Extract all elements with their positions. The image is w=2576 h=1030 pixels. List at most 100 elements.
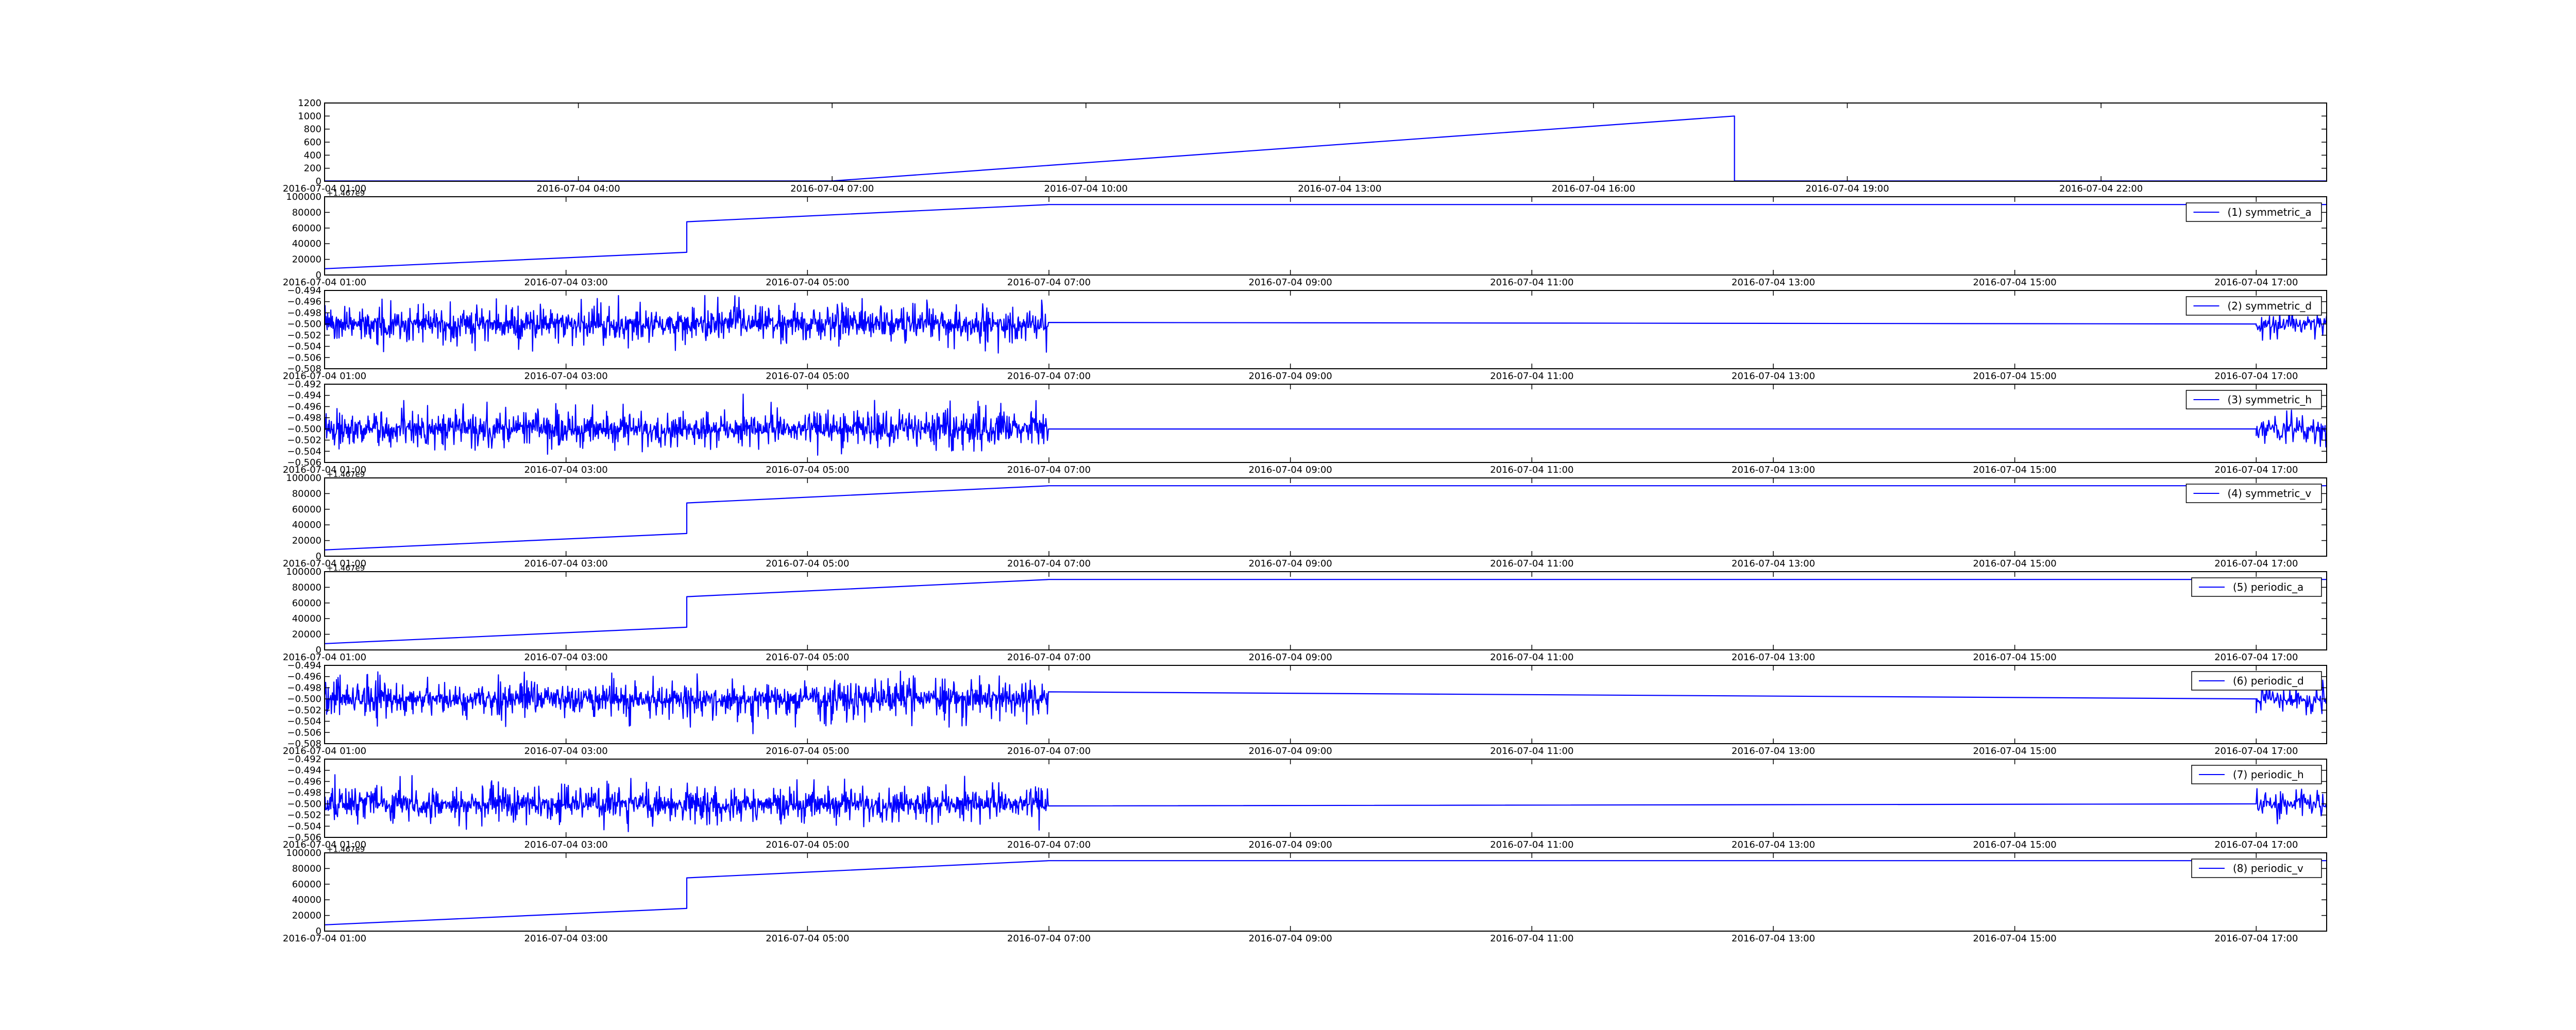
legend: (6) periodic_d: [2191, 671, 2322, 691]
y-tick-label: −0.504: [287, 446, 321, 457]
data-line: [325, 393, 2327, 456]
y-tick-label: −0.498: [287, 682, 321, 693]
y-tick-label: 20000: [292, 254, 321, 265]
x-tick-label: 2016-07-04 05:00: [766, 933, 849, 944]
x-tick-label: 2016-07-04 03:00: [524, 465, 608, 475]
legend: (5) periodic_a: [2191, 577, 2322, 597]
subplot-2: 0 20000 40000 60000 80000 100000 2016-07-04 01…: [283, 188, 2327, 288]
series-group: [325, 295, 2327, 354]
legend-label: (7) periodic_h: [2233, 768, 2304, 781]
x-tick-label: 2016-07-04 01:00: [283, 839, 366, 850]
data-line: [325, 485, 2327, 551]
series-group: [325, 774, 2327, 832]
y-tick-label: 20000: [292, 911, 321, 921]
subplot-3: −0.508−0.506−0.504−0.502−0.500−0.498−0.4…: [283, 285, 2327, 382]
data-line: [325, 295, 2327, 354]
axes-frame: [324, 852, 2327, 932]
y-tick-label: 60000: [292, 598, 321, 609]
y-tick-label: 40000: [292, 520, 321, 530]
y-tick-label: −0.496: [287, 401, 321, 412]
y-tick-label: −0.492: [287, 379, 321, 390]
x-tick-label: 2016-07-04 01:00: [283, 933, 366, 944]
y-tick-label: 20000: [292, 629, 321, 640]
x-tick-label: 2016-07-04 13:00: [1732, 652, 1815, 663]
y-tick-label: 100000: [286, 192, 321, 202]
subplot-1: 0 200 400 600 800 1000 1200 2016-07-04 01:00 201…: [283, 98, 2327, 194]
x-tick-label: 2016-07-04 03:00: [524, 558, 608, 569]
y-tick-label: −0.502: [287, 330, 321, 341]
y-tick-label: −0.504: [287, 821, 321, 832]
x-tick-label: 2016-07-04 09:00: [1249, 933, 1332, 944]
legend: (1) symmetric_a: [2185, 202, 2322, 222]
x-tick-label: 2016-07-04 13:00: [1732, 933, 1815, 944]
x-tick-label: 2016-07-04 13:00: [1732, 558, 1815, 569]
x-tick-label: 2016-07-04 13:00: [1732, 839, 1815, 850]
offset-text: +1.467e9: [327, 470, 365, 479]
legend-label: (1) symmetric_a: [2228, 206, 2312, 218]
x-tick-label: 2016-07-04 01:00: [283, 371, 366, 382]
y-tick-label: 0: [316, 645, 321, 656]
legend-label: (2) symmetric_d: [2228, 300, 2312, 312]
x-tick-label: 2016-07-04 05:00: [766, 746, 849, 757]
x-tick-label: 2016-07-04 16:00: [1552, 183, 1635, 194]
y-tick-label: −0.502: [287, 810, 321, 821]
x-tick-label: 2016-07-04 15:00: [1973, 277, 2057, 288]
x-tick-label: 2016-07-04 03:00: [524, 277, 608, 288]
x-tick-label: 2016-07-04 07:00: [1007, 371, 1091, 382]
subplot-7: −0.508−0.506−0.504−0.502−0.500−0.498−0.4…: [283, 660, 2327, 757]
x-tick-label: 2016-07-04 01:00: [283, 277, 366, 288]
subplots: 0 200 400 600 800 1000 1200 2016-07-04 01:00 201…: [283, 98, 2327, 944]
x-tick-label: 2016-07-04 03:00: [524, 839, 608, 850]
x-tick-label: 2016-07-04 01:00: [283, 465, 366, 475]
x-tick-label: 2016-07-04 07:00: [1007, 652, 1091, 663]
y-tick-label: 100000: [286, 848, 321, 859]
y-tick-label: 600: [304, 137, 321, 148]
y-tick-label: −0.496: [287, 672, 321, 682]
y-tick-label: 60000: [292, 504, 321, 515]
y-tick-label: 0: [316, 270, 321, 281]
x-tick-label: 2016-07-04 09:00: [1249, 839, 1332, 850]
x-tick-label: 2016-07-04 05:00: [766, 465, 849, 475]
y-tick-label: 400: [304, 150, 321, 161]
y-tick-label: 80000: [292, 207, 321, 218]
legend-label: (8) periodic_v: [2233, 862, 2303, 874]
x-tick-label: 2016-07-04 11:00: [1490, 465, 1573, 475]
y-tick-label: 40000: [292, 895, 321, 905]
y-tick-label: 60000: [292, 879, 321, 890]
x-tick-label: 2016-07-04 22:00: [2059, 183, 2143, 194]
data-line: [325, 774, 2327, 832]
x-tick-label: 2016-07-04 13:00: [1732, 746, 1815, 757]
axes-frame: [324, 196, 2327, 276]
data-line: [325, 671, 2327, 734]
y-tick-label: 1200: [298, 98, 321, 109]
y-tick-label: 80000: [292, 863, 321, 874]
series-group: [325, 579, 2327, 644]
x-tick-label: 2016-07-04 10:00: [1044, 183, 1128, 194]
axes-frame: [324, 477, 2327, 557]
y-tick-label: −0.506: [287, 457, 321, 468]
y-tick-label: −0.502: [287, 705, 321, 716]
x-tick-label: 2016-07-04 09:00: [1249, 652, 1332, 663]
x-tick-label: 2016-07-04 07:00: [1007, 933, 1091, 944]
x-tick-label: 2016-07-04 07:00: [1007, 839, 1091, 850]
y-tick-label: −0.494: [287, 285, 321, 296]
x-tick-label: 2016-07-04 17:00: [2214, 465, 2298, 475]
y-tick-label: −0.502: [287, 435, 321, 446]
x-tick-label: 2016-07-04 11:00: [1490, 277, 1573, 288]
x-tick-label: 2016-07-04 13:00: [1732, 277, 1815, 288]
axes-frame: [324, 384, 2327, 463]
y-tick-label: −0.506: [287, 832, 321, 843]
legend-label: (4) symmetric_v: [2228, 487, 2312, 500]
legend-label: (5) periodic_a: [2233, 581, 2303, 593]
axes-frame: [324, 290, 2327, 369]
x-tick-label: 2016-07-04 13:00: [1732, 465, 1815, 475]
y-tick-label: 80000: [292, 582, 321, 593]
series-group: [325, 671, 2327, 734]
legend: (3) symmetric_h: [2185, 390, 2322, 409]
y-tick-label: 0: [316, 926, 321, 937]
y-tick-label: −0.494: [287, 765, 321, 776]
x-tick-label: 2016-07-04 11:00: [1490, 839, 1573, 850]
x-tick-label: 2016-07-04 17:00: [2214, 277, 2298, 288]
x-tick-label: 2016-07-04 07:00: [790, 183, 874, 194]
y-tick-label: 800: [304, 124, 321, 135]
